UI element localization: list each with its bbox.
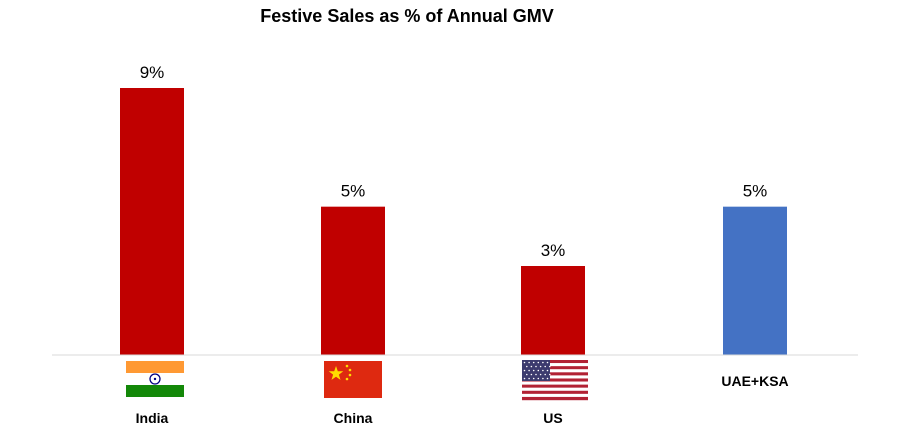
value-label: 9% <box>140 63 165 82</box>
category-label: India <box>136 410 169 426</box>
china-flag-icon <box>324 361 382 398</box>
bars-group <box>120 88 787 355</box>
bar-india <box>120 88 184 355</box>
bar-us <box>521 266 585 355</box>
value-label: 5% <box>743 182 768 201</box>
india-flag-icon <box>126 361 184 397</box>
category-label: China <box>334 410 373 426</box>
category-label: UAE+KSA <box>721 373 788 389</box>
us-flag-icon <box>522 360 588 401</box>
value-labels-group: 9% 5% 3% 5% <box>140 63 768 260</box>
category-labels-group: India China US UAE+KSA <box>136 373 789 426</box>
bar-china <box>321 206 385 355</box>
category-label: US <box>543 410 562 426</box>
chart-title: Festive Sales as % of Annual GMV <box>260 6 553 26</box>
value-label: 5% <box>341 182 366 201</box>
value-label: 3% <box>541 241 566 260</box>
bar-uae-ksa <box>723 206 787 355</box>
